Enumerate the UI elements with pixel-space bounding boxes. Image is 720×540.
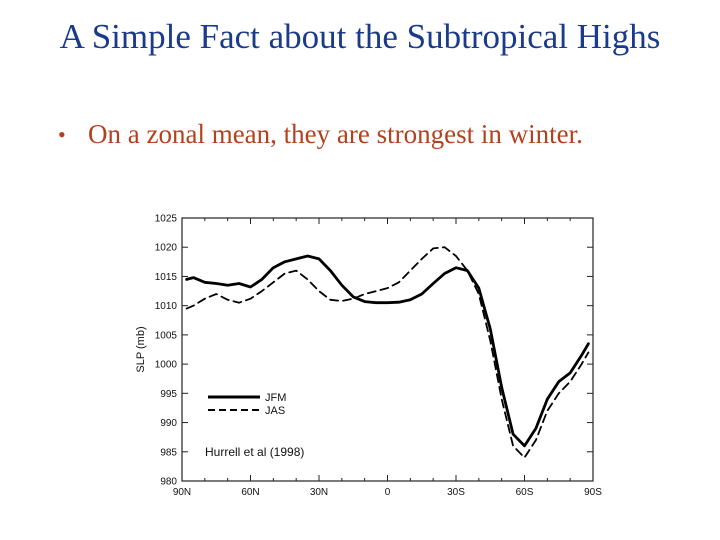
legend: JFM JAS xyxy=(208,392,286,417)
x-tick-label: 90S xyxy=(584,487,602,498)
y-tick-label: 1010 xyxy=(155,301,178,312)
bullet-item: • On a zonal mean, they are strongest in… xyxy=(58,118,678,151)
slide-title: A Simple Fact about the Subtropical High… xyxy=(59,17,661,56)
citation-annotation: Hurrell et al (1998) xyxy=(205,445,304,459)
series-layer xyxy=(185,246,590,459)
x-tick-label: 90N xyxy=(173,487,191,498)
y-axis-label: SLP (mb) xyxy=(135,326,147,372)
y-tick-label: 1015 xyxy=(155,272,178,283)
legend-label-jfm: JFM xyxy=(265,392,286,404)
y-tick-label: 990 xyxy=(160,418,177,429)
x-tick-label: 30N xyxy=(310,487,328,498)
y-tick-label: 1020 xyxy=(155,243,178,254)
series-line-jfm xyxy=(185,254,590,448)
y-tick-label: 1025 xyxy=(155,214,178,225)
bullet-text: On a zonal mean, they are strongest in w… xyxy=(88,119,583,149)
y-tick-label: 995 xyxy=(160,389,177,400)
plot-frame xyxy=(181,217,594,482)
axes-layer: 980 985 990 995 1000 1005 1010 1015 1020 1025 90N 6… xyxy=(135,214,602,499)
bullet-dot: • xyxy=(58,122,66,147)
x-tick-label: 60S xyxy=(516,487,534,498)
y-tick-label: 980 xyxy=(160,477,177,488)
y-tick-label: 985 xyxy=(160,447,177,458)
slp-chart: 980 985 990 995 1000 1005 1010 1015 1020 1025 90N 6… xyxy=(135,214,602,499)
x-tick-label: 30S xyxy=(447,487,465,498)
x-tick-label: 60N xyxy=(241,487,259,498)
y-tick-label: 1005 xyxy=(155,330,178,341)
legend-label-jas: JAS xyxy=(265,405,285,417)
y-tick-label: 1000 xyxy=(155,360,178,371)
series-line-jas xyxy=(185,246,590,459)
x-tick-label: 0 xyxy=(385,487,391,498)
